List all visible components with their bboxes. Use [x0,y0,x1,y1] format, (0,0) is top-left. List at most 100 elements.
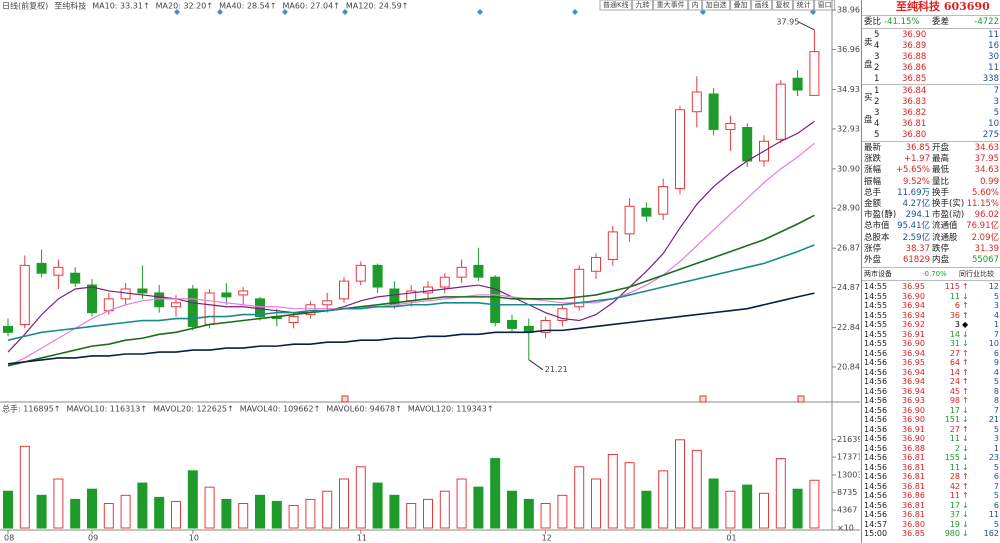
toolbar-button[interactable]: 普通K线 [603,0,629,9]
event-marker[interactable] [342,9,348,15]
toolbar-button[interactable]: 九转 [636,0,650,9]
event-marker[interactable] [477,9,483,15]
y-tick-label: 32.93 [837,124,860,133]
trade-volume: 115 [944,282,960,291]
trade-count: 5 [993,519,999,529]
event-marker[interactable] [217,9,223,15]
side-label: 卖 [864,38,873,48]
volume: 16 [988,41,999,51]
trade-count: 12 [988,282,999,291]
trade-count: 6 [993,500,999,510]
trade-direction: ↑ [962,424,969,434]
volume-bar [103,503,114,529]
stat-value: +5.65% [895,165,930,176]
event-marker[interactable] [282,9,288,15]
trade-volume: 17 [949,500,960,510]
divider [862,28,1000,29]
info-marker[interactable] [797,395,805,403]
event-marker[interactable] [174,9,180,15]
trade-volume: 36 [949,310,960,320]
trade-direction: ↑ [962,481,969,491]
trade-price: 36.81 [902,500,925,510]
candle-body [238,290,249,296]
volume-bar [187,470,198,529]
volume-bar [624,462,635,529]
candle-body [221,292,232,298]
quote-panel: 至纯科技 603690 委比 -41.15% 委差 -4722 卖盘买盘 5 36.90 11 4… [861,0,1000,543]
candle-body [154,292,165,308]
stat-label: 外盘 [864,255,882,265]
candle-body [708,93,719,130]
toolbar-button[interactable]: 画线 [755,0,769,9]
candle-body [187,288,198,327]
volume-bar [70,498,81,529]
trade-price: 36.95 [902,358,925,367]
candle-body [540,320,551,333]
stat-value: 11.69万 [897,187,930,198]
y-tick-label: 17371 [837,453,860,462]
trade-direction: ↑ [962,472,969,481]
info-marker[interactable] [341,395,349,403]
legend-entry: MA20: 32.20↑ [156,2,213,11]
trade-direction: ↓ [962,443,969,453]
trade-time: 14:56 [864,386,888,396]
toolbar-button[interactable]: 复权 [776,0,790,9]
value: -4722 [974,17,999,27]
value: -41.15% [884,17,920,27]
trade-direction: ↓ [962,329,969,339]
trade-time: 14:56 [864,481,888,491]
trade-volume: 28 [949,472,960,481]
info-marker[interactable] [699,395,707,403]
price: 36.83 [902,97,927,107]
trade-direction: ↑ [962,367,969,377]
toolbar-button[interactable]: 重大事件 [657,0,685,9]
trade-direction: ↓ [962,415,969,424]
trade-direction: ↑ [962,301,969,310]
trade-price: 36.88 [902,443,925,453]
toolbar-button[interactable]: 叠加 [734,0,748,9]
trade-direction: ↓ [962,462,969,472]
toolbar-button[interactable]: 统计 [797,0,811,9]
trade-count: 162 [983,529,999,538]
trade-time: 14:56 [864,472,888,481]
candle-body [305,304,316,316]
trade-count: 6 [993,348,999,358]
toolbar-button[interactable]: 窗口 [818,0,832,9]
trade-count: 5 [993,291,999,301]
divider [862,15,1000,16]
legend-entry: MA10: 33.31↑ [92,2,149,11]
event-marker[interactable] [572,9,578,15]
ma-line [7,214,815,367]
annotation-line [528,359,544,371]
header: 同行业比较 [959,270,994,278]
ma-line [7,244,815,341]
stat-value: 34.63 [974,165,999,176]
candle-body [322,300,333,306]
candle-body [339,280,349,300]
candle-body [473,264,484,278]
candle-body [288,316,299,323]
trade-time: 14:56 [864,453,888,462]
volume: 7 [993,86,999,96]
header: 两市设备 [864,270,892,278]
y-tick-label: 36.96 [837,45,860,54]
stat-label: 量比 [932,176,950,187]
legend-entry: MA60: 27.04↑ [282,2,339,11]
trade-direction: ↓ [962,519,969,529]
volume-bar [238,503,249,529]
trade-time: 14:55 [864,320,888,329]
trade-price: 36.94 [902,348,925,358]
trade-direction: ↓ [962,434,969,443]
toolbar-button[interactable]: 加自选 [706,0,727,9]
trade-direction: ↑ [962,396,969,405]
trade-direction: ↓ [962,339,969,348]
high-annotation: 37.95 [776,17,799,26]
label: 委差 [932,17,950,27]
trade-price: 36.81 [902,472,925,481]
stat-label: 跌停 [932,243,950,254]
trade-direction: ↑ [962,386,969,396]
candle-body [691,91,702,113]
volume: 11 [988,63,999,73]
toolbar-button[interactable]: 内 [692,0,699,9]
trade-count: 5 [993,491,999,500]
